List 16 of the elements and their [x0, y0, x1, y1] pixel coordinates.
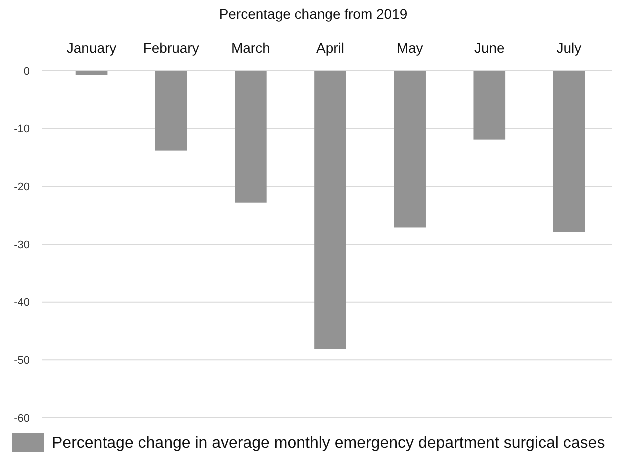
x-tick-label: June [474, 40, 506, 56]
x-tick-label: April [316, 40, 345, 56]
y-tick-label: -30 [14, 239, 30, 252]
x-tick-label: January [66, 40, 117, 56]
y-tick-label: 0 [24, 66, 30, 78]
legend-label: Percentage change in average monthly emergency department surgical cases [52, 435, 606, 452]
x-tick-label: March [231, 40, 270, 56]
y-tick-label: -10 [14, 124, 30, 136]
chart-title: Percentage change from 2019 [219, 6, 408, 22]
x-tick-label: May [396, 40, 424, 56]
y-tick-label: -20 [14, 182, 30, 194]
y-tick-label: -60 [14, 412, 30, 425]
y-tick-label: -40 [14, 297, 30, 310]
x-tick-label: February [143, 40, 200, 56]
x-tick-label: July [556, 40, 582, 56]
y-tick-label: -50 [14, 355, 30, 368]
